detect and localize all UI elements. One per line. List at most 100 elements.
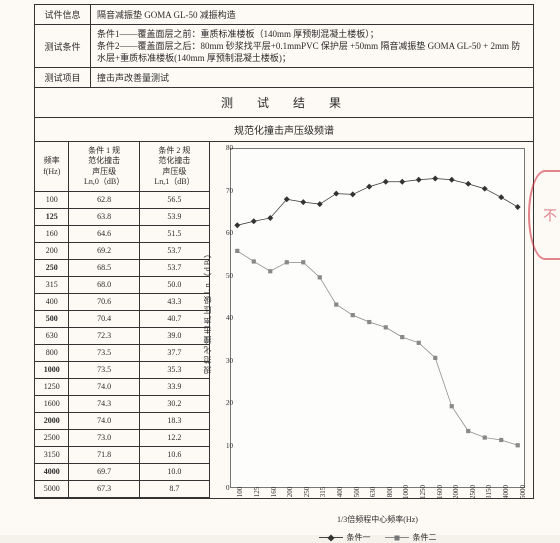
cell-freq: 3150 bbox=[35, 446, 69, 463]
table-row: 250073.012.2 bbox=[35, 429, 209, 446]
cell-freq: 5000 bbox=[35, 480, 69, 497]
y-tick: 70 bbox=[226, 187, 230, 195]
cell-cond2: 53.7 bbox=[139, 259, 209, 276]
result-subtitle-row: 规范化撞击声压级频谱 bbox=[35, 118, 534, 142]
x-tick: 160 bbox=[270, 487, 278, 498]
table-row: 63072.339.0 bbox=[35, 327, 209, 344]
cell-freq: 2000 bbox=[35, 412, 69, 429]
legend-item-2: 条件二 bbox=[385, 532, 437, 543]
row-label: 试件信息 bbox=[35, 5, 91, 25]
cell-cond1: 74.3 bbox=[69, 395, 139, 412]
header-table: 试件信息 隔音减振垫 GOMA GL-50 减振构造 测试条件 条件1——覆盖面… bbox=[34, 4, 534, 499]
cell-cond2: 35.3 bbox=[139, 361, 209, 378]
x-tick: 125 bbox=[253, 487, 261, 498]
cell-cond1: 73.0 bbox=[69, 429, 139, 446]
cell-freq: 1000 bbox=[35, 361, 69, 378]
x-tick: 315 bbox=[319, 487, 327, 498]
cell-cond2: 43.3 bbox=[139, 293, 209, 310]
x-tick: 400 bbox=[336, 487, 344, 498]
col-freq: 频率 f(Hz) bbox=[35, 142, 69, 191]
row-text: 隔音减振垫 GOMA GL-50 减振构造 bbox=[91, 5, 534, 25]
square-marker-icon bbox=[394, 535, 399, 540]
table-row: 16064.651.5 bbox=[35, 225, 209, 242]
x-axis-label: 1/3倍频程中心频率(Hz) bbox=[230, 514, 525, 525]
chart-svg bbox=[231, 149, 524, 487]
cell-cond1: 73.5 bbox=[69, 344, 139, 361]
col-cond2: 条件 2 规 范化撞击 声压级 Ln,1（dB） bbox=[139, 142, 209, 191]
cell-cond1: 70.4 bbox=[69, 310, 139, 327]
cell-freq: 200 bbox=[35, 242, 69, 259]
table-row: 12563.853.9 bbox=[35, 208, 209, 225]
legend-line-1 bbox=[319, 537, 343, 538]
info-row-test-item: 测试项目 撞击声改善量测试 bbox=[35, 68, 534, 88]
cell-cond1: 63.8 bbox=[69, 208, 139, 225]
row-text: 撞击声改善量测试 bbox=[91, 68, 534, 88]
cell-cond1: 70.6 bbox=[69, 293, 139, 310]
cell-cond1: 64.6 bbox=[69, 225, 139, 242]
cell-cond2: 40.7 bbox=[139, 310, 209, 327]
cell-cond2: 53.7 bbox=[139, 242, 209, 259]
cell-freq: 250 bbox=[35, 259, 69, 276]
table-row: 160074.330.2 bbox=[35, 395, 209, 412]
y-axis-label: 规范化撞击声压级Ln（dB） bbox=[202, 248, 213, 374]
table-row: 31568.050.0 bbox=[35, 276, 209, 293]
cell-cond1: 74.0 bbox=[69, 378, 139, 395]
cell-cond2: 10.6 bbox=[139, 446, 209, 463]
result-title: 测 试 结 果 bbox=[35, 88, 534, 118]
legend-label-1: 条件一 bbox=[347, 532, 371, 543]
chart-box bbox=[230, 148, 525, 488]
chart-cell: 规范化撞击声压级Ln（dB） 01020304050607080 1001251… bbox=[210, 142, 533, 498]
cell-freq: 800 bbox=[35, 344, 69, 361]
cell-cond1: 73.5 bbox=[69, 361, 139, 378]
cell-cond1: 67.3 bbox=[69, 480, 139, 497]
cell-cond2: 51.5 bbox=[139, 225, 209, 242]
cell-cond2: 10.0 bbox=[139, 463, 209, 480]
x-tick: 250 bbox=[303, 487, 311, 498]
table-row: 20069.253.7 bbox=[35, 242, 209, 259]
cell-cond1: 74.0 bbox=[69, 412, 139, 429]
y-tick: 50 bbox=[226, 272, 230, 280]
table-row: 25068.553.7 bbox=[35, 259, 209, 276]
cell-cond1: 62.8 bbox=[69, 191, 139, 208]
table-row: 10062.856.5 bbox=[35, 191, 209, 208]
x-tick: 630 bbox=[369, 487, 377, 498]
cell-cond1: 72.3 bbox=[69, 327, 139, 344]
x-tick: 100 bbox=[236, 487, 244, 498]
cell-freq: 1250 bbox=[35, 378, 69, 395]
table-row: 40070.643.3 bbox=[35, 293, 209, 310]
document-page: 试件信息 隔音减振垫 GOMA GL-50 减振构造 测试条件 条件1——覆盖面… bbox=[0, 0, 560, 535]
cell-cond1: 68.5 bbox=[69, 259, 139, 276]
cell-cond1: 69.2 bbox=[69, 242, 139, 259]
table-row: 315071.810.6 bbox=[35, 446, 209, 463]
cell-freq: 125 bbox=[35, 208, 69, 225]
legend-label-2: 条件二 bbox=[413, 532, 437, 543]
y-tick: 20 bbox=[226, 399, 230, 407]
y-tick: 60 bbox=[226, 229, 230, 237]
cell-freq: 160 bbox=[35, 225, 69, 242]
y-tick: 0 bbox=[226, 484, 230, 492]
result-subtitle: 规范化撞击声压级频谱 bbox=[35, 118, 534, 142]
table-header-row: 频率 f(Hz) 条件 1 规 范化撞击 声压级 Ln,0（dB） 条件 2 规… bbox=[35, 142, 209, 191]
cell-cond2: 8.7 bbox=[139, 480, 209, 497]
cell-freq: 630 bbox=[35, 327, 69, 344]
table-row: 80073.537.7 bbox=[35, 344, 209, 361]
cell-freq: 315 bbox=[35, 276, 69, 293]
col-cond1: 条件 1 规 范化撞击 声压级 Ln,0（dB） bbox=[69, 142, 139, 191]
cell-cond2: 12.2 bbox=[139, 429, 209, 446]
row-label: 测试条件 bbox=[35, 25, 91, 68]
data-table-cell: 频率 f(Hz) 条件 1 规 范化撞击 声压级 Ln,0（dB） 条件 2 规… bbox=[35, 142, 210, 498]
cell-freq: 100 bbox=[35, 191, 69, 208]
table-row: 500067.38.7 bbox=[35, 480, 209, 497]
cell-cond1: 68.0 bbox=[69, 276, 139, 293]
cell-freq: 4000 bbox=[35, 463, 69, 480]
cell-cond2: 56.5 bbox=[139, 191, 209, 208]
table-row: 125074.033.9 bbox=[35, 378, 209, 395]
cell-freq: 500 bbox=[35, 310, 69, 327]
chart-plot-area: 规范化撞击声压级Ln（dB） 01020304050607080 1001251… bbox=[230, 148, 525, 474]
y-tick: 40 bbox=[226, 314, 230, 322]
cell-cond2: 33.9 bbox=[139, 378, 209, 395]
content-row: 频率 f(Hz) 条件 1 规 范化撞击 声压级 Ln,0（dB） 条件 2 规… bbox=[35, 142, 534, 499]
legend-item-1: 条件一 bbox=[319, 532, 371, 543]
red-stamp: 不 bbox=[528, 170, 560, 260]
y-tick: 10 bbox=[226, 442, 230, 450]
